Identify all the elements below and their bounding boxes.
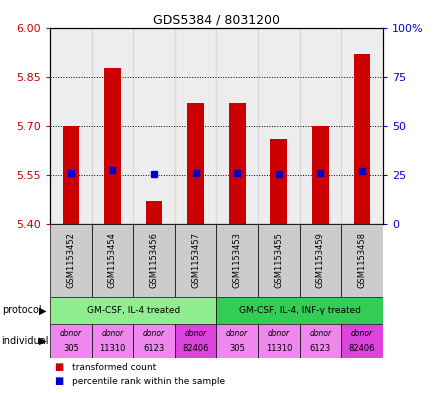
Bar [174, 324, 216, 358]
Bar [50, 28, 92, 224]
Text: 11310: 11310 [265, 344, 291, 353]
Text: donor: donor [59, 329, 82, 338]
Bar [133, 324, 174, 358]
Text: ■: ■ [54, 362, 63, 373]
Bar [145, 201, 162, 224]
Bar [92, 324, 133, 358]
Bar [257, 28, 299, 224]
Bar [299, 28, 340, 224]
Bar [174, 224, 216, 297]
Bar [216, 224, 257, 297]
Bar [216, 324, 257, 358]
Text: donor: donor [101, 329, 123, 338]
Text: GSM1153458: GSM1153458 [357, 232, 366, 288]
Bar [299, 324, 340, 358]
Bar [50, 224, 92, 297]
Text: GSM1153454: GSM1153454 [108, 232, 117, 288]
Text: donor: donor [143, 329, 164, 338]
Bar [257, 224, 299, 297]
Text: ■: ■ [54, 376, 63, 386]
Text: donor: donor [267, 329, 289, 338]
Text: percentile rank within the sample: percentile rank within the sample [72, 377, 224, 386]
Text: 305: 305 [229, 344, 245, 353]
Bar [174, 28, 216, 224]
Text: 305: 305 [63, 344, 79, 353]
Bar [104, 68, 121, 224]
Text: GSM1153456: GSM1153456 [149, 232, 158, 288]
Text: GSM1153455: GSM1153455 [274, 232, 283, 288]
Bar [340, 28, 382, 224]
Text: ▶: ▶ [39, 305, 46, 316]
Text: donor: donor [309, 329, 331, 338]
Bar [62, 126, 79, 224]
Text: GSM1153457: GSM1153457 [191, 232, 200, 288]
Bar [311, 126, 328, 224]
Text: GM-CSF, IL-4, INF-γ treated: GM-CSF, IL-4, INF-γ treated [238, 306, 360, 315]
Text: 6123: 6123 [309, 344, 330, 353]
Bar [92, 28, 133, 224]
Text: 82406: 82406 [348, 344, 375, 353]
Text: GSM1153459: GSM1153459 [315, 232, 324, 288]
Bar [257, 324, 299, 358]
Text: transformed count: transformed count [72, 363, 156, 372]
Text: GM-CSF, IL-4 treated: GM-CSF, IL-4 treated [86, 306, 179, 315]
Bar [50, 324, 92, 358]
Text: protocol: protocol [2, 305, 42, 316]
Text: ▶: ▶ [39, 336, 46, 346]
Bar [216, 28, 257, 224]
Bar [299, 224, 340, 297]
Bar [133, 224, 174, 297]
Text: 82406: 82406 [182, 344, 208, 353]
Bar [340, 224, 382, 297]
Bar [216, 297, 382, 324]
Bar [340, 324, 382, 358]
Bar [187, 103, 204, 224]
Bar [50, 297, 216, 324]
Text: 6123: 6123 [143, 344, 164, 353]
Text: donor: donor [350, 329, 372, 338]
Bar [133, 28, 174, 224]
Bar [92, 224, 133, 297]
Bar [228, 103, 245, 224]
Text: GSM1153452: GSM1153452 [66, 232, 75, 288]
Text: GSM1153453: GSM1153453 [232, 232, 241, 288]
Text: donor: donor [226, 329, 248, 338]
Title: GDS5384 / 8031200: GDS5384 / 8031200 [153, 13, 279, 26]
Text: donor: donor [184, 329, 206, 338]
Text: 11310: 11310 [99, 344, 125, 353]
Bar [353, 54, 369, 224]
Text: individual: individual [1, 336, 49, 346]
Bar [270, 139, 286, 224]
